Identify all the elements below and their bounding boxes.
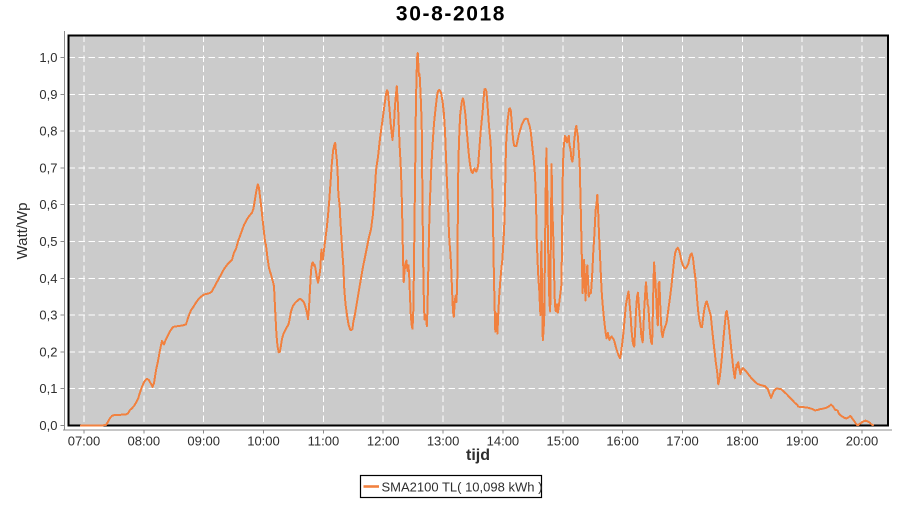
svg-text:0,1: 0,1 <box>39 381 57 396</box>
svg-text:1,0: 1,0 <box>39 50 57 65</box>
svg-text:15:00: 15:00 <box>547 434 580 449</box>
svg-text:10:00: 10:00 <box>247 434 280 449</box>
svg-text:SMA2100 TL( 10,098 kWh ): SMA2100 TL( 10,098 kWh ) <box>382 480 543 495</box>
svg-text:0,4: 0,4 <box>39 271 57 286</box>
svg-text:0,0: 0,0 <box>39 418 57 433</box>
svg-text:Watt/Wp: Watt/Wp <box>14 203 31 260</box>
svg-text:0,6: 0,6 <box>39 197 57 212</box>
svg-text:14:00: 14:00 <box>487 434 520 449</box>
svg-text:19:00: 19:00 <box>786 434 819 449</box>
svg-text:11:00: 11:00 <box>308 434 340 449</box>
svg-text:30-8-2018: 30-8-2018 <box>396 3 506 26</box>
svg-text:17:00: 17:00 <box>666 434 699 449</box>
svg-text:0,2: 0,2 <box>39 344 57 359</box>
svg-text:0,5: 0,5 <box>39 234 57 249</box>
svg-text:07:00: 07:00 <box>68 434 101 449</box>
svg-text:12:00: 12:00 <box>367 434 400 449</box>
svg-text:18:00: 18:00 <box>726 434 759 449</box>
svg-text:0,3: 0,3 <box>39 308 57 323</box>
svg-text:08:00: 08:00 <box>128 434 161 449</box>
svg-text:13:00: 13:00 <box>427 434 460 449</box>
svg-text:16:00: 16:00 <box>606 434 639 449</box>
svg-text:0,9: 0,9 <box>39 87 57 102</box>
svg-text:0,7: 0,7 <box>39 160 57 175</box>
svg-text:20:00: 20:00 <box>846 434 879 449</box>
svg-text:0,8: 0,8 <box>39 124 57 139</box>
svg-text:09:00: 09:00 <box>187 434 220 449</box>
svg-text:tijd: tijd <box>466 447 490 464</box>
